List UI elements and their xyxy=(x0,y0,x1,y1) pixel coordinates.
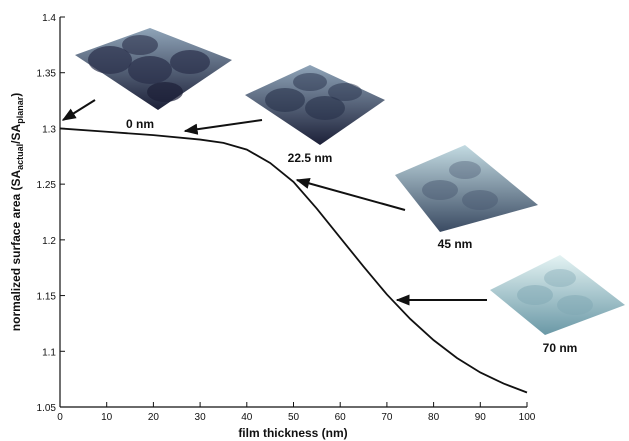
annotation: 0 nm xyxy=(126,117,154,131)
y-tick-label: 1.1 xyxy=(42,347,56,358)
y-tick-label: 1.25 xyxy=(37,180,57,191)
x-tick-label: 50 xyxy=(288,412,300,423)
y-label-part: ) xyxy=(9,93,23,97)
surface-45nm xyxy=(395,145,538,232)
y-label-sub: planar xyxy=(15,96,25,124)
x-tick-label: 40 xyxy=(241,412,253,423)
x-tick-label: 90 xyxy=(475,412,487,423)
x-tick-label: 80 xyxy=(428,412,440,423)
x-tick-label: 30 xyxy=(195,412,207,423)
y-label-sub: actual xyxy=(15,144,25,170)
x-tick-label: 0 xyxy=(57,412,63,423)
y-axis-label: normalized surface area (SAactual/SAplan… xyxy=(9,93,25,331)
x-tick-label: 70 xyxy=(381,412,393,423)
surface-70nm xyxy=(490,255,625,335)
y-tick-label: 1.35 xyxy=(37,69,57,80)
arrow xyxy=(185,120,262,131)
y-label-part: normalized surface area (SA xyxy=(9,169,23,331)
surface-images xyxy=(75,28,625,335)
annotation: 70 nm xyxy=(543,341,578,355)
surface-22-5nm xyxy=(245,65,385,145)
x-axis-label: film thickness (nm) xyxy=(238,426,347,440)
chart: 1.05 1.1 1.15 1.2 1.25 1.3 1.35 1.4 0 10 20 30 40 50 6… xyxy=(0,0,629,441)
y-tick-label: 1.4 xyxy=(42,13,56,24)
x-tick-label: 100 xyxy=(519,412,536,423)
annotation: 45 nm xyxy=(438,237,473,251)
annotation: 22.5 nm xyxy=(288,151,333,165)
x-tick-label: 10 xyxy=(101,412,113,423)
y-tick-label: 1.2 xyxy=(42,236,56,247)
surface-0nm xyxy=(75,28,232,110)
y-label-part: /SA xyxy=(9,123,23,143)
x-tick-label: 20 xyxy=(148,412,160,423)
arrow xyxy=(63,100,95,120)
y-tick-label: 1.3 xyxy=(42,124,56,135)
x-tick-label: 60 xyxy=(335,412,347,423)
y-tick-label: 1.15 xyxy=(37,292,57,303)
y-tick-label: 1.05 xyxy=(37,403,57,414)
